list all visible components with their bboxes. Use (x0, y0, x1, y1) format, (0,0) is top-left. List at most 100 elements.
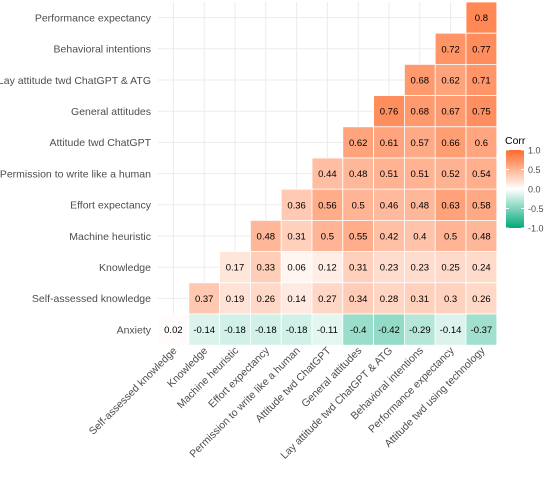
heatmap-cell (188, 313, 221, 346)
colorbar-tick-label: 1.0 (528, 145, 541, 155)
cell-value-label: 0.58 (472, 200, 491, 211)
y-axis-tick-label: Effort expectancy (70, 200, 152, 212)
heatmap-cell (311, 219, 344, 252)
heatmap-cell (403, 282, 436, 315)
colorbar-tick-label: -0.5 (528, 204, 544, 214)
colorbar-title: Corr (505, 135, 526, 147)
cell-value-label: 0.71 (472, 76, 491, 87)
cell-value-label: 0.42 (380, 232, 399, 243)
cell-value-label: 0.27 (318, 294, 337, 305)
cell-value-label: 0.23 (380, 263, 399, 274)
cell-value-label: 0.37 (195, 294, 214, 305)
cell-value-label: -0.37 (471, 325, 493, 336)
cell-value-label: 0.44 (318, 169, 337, 180)
heatmap-cell (434, 251, 467, 284)
cell-value-label: 0.5 (444, 232, 457, 243)
cell-value-label: 0.61 (380, 138, 399, 149)
cell-value-label: 0.68 (411, 76, 430, 87)
cell-value-label: 0.76 (380, 107, 399, 118)
heatmap-cell (434, 64, 467, 97)
cell-value-label: 0.68 (411, 107, 430, 118)
cell-value-label: 0.48 (349, 169, 368, 180)
cell-value-label: 0.77 (472, 44, 491, 55)
cell-value-label: 0.46 (380, 200, 399, 211)
heatmap-cell (373, 188, 405, 221)
x-axis-tick-label: Lay attitude twd ChatGPT & ATG (278, 345, 395, 462)
cell-value-label: 0.06 (287, 263, 306, 274)
x-axis-tick-label: Self-assessed knowledge (87, 345, 180, 438)
cell-value-label: 0.24 (472, 263, 491, 274)
heatmap-cell (373, 157, 405, 190)
y-axis-tick-label: General attitudes (71, 106, 151, 118)
heatmap-cell (280, 313, 313, 346)
heatmap-cell (403, 64, 436, 97)
cell-value-label: 0.19 (226, 294, 245, 305)
cell-value-label: 0.51 (380, 169, 399, 180)
cell-value-label: 0.26 (472, 294, 491, 305)
cell-value-label: 0.12 (318, 263, 337, 274)
heatmap-cell (465, 282, 498, 315)
cell-value-label: -0.18 (224, 325, 246, 336)
heatmap-cell (311, 313, 344, 346)
cell-value-label: -0.29 (409, 325, 431, 336)
heatmap-cell (249, 219, 282, 252)
cell-value-label: 0.26 (257, 294, 276, 305)
heatmap-cell (465, 64, 498, 97)
x-axis-labels: Self-assessed knowledgeKnowledgeMachine … (87, 344, 488, 461)
cell-value-label: 0.48 (411, 200, 430, 211)
cell-value-label: 0.8 (475, 13, 488, 24)
cell-value-label: -0.14 (193, 325, 215, 336)
heatmap-cell (434, 313, 467, 346)
heatmap-cell (403, 313, 436, 346)
heatmap-cell (342, 188, 374, 221)
cell-value-label: 0.62 (441, 76, 460, 87)
heatmap-cell (373, 282, 405, 315)
cell-value-label: 0.31 (287, 232, 306, 243)
y-axis-tick-label: Behavioral intentions (54, 44, 151, 56)
cell-value-label: 0.23 (411, 263, 430, 274)
cell-value-label: -0.4 (350, 325, 366, 336)
heatmap-cell (465, 95, 498, 128)
cell-value-label: 0.14 (287, 294, 306, 305)
cell-value-label: -0.18 (286, 325, 308, 336)
cell-value-label: -0.18 (255, 325, 277, 336)
y-axis-labels: Performance expectancy Behavioral intenti… (0, 12, 152, 336)
cell-value-label: -0.42 (378, 325, 400, 336)
y-axis-tick-label: Machine heuristic (69, 231, 151, 243)
y-axis-tick-label: Self-assessed knowledge (32, 293, 151, 305)
y-axis-tick-label: Anxiety (117, 324, 152, 336)
cell-value-label: 0.54 (472, 169, 491, 180)
cell-value-label: 0.6 (475, 138, 488, 149)
heatmap-cell (280, 219, 313, 252)
heatmap-cell (403, 251, 436, 284)
y-axis-tick-label: Knowledge (99, 262, 151, 274)
cell-value-label: 0.48 (472, 232, 491, 243)
cell-value-label: 0.57 (411, 138, 430, 149)
heatmap-cell (465, 313, 498, 346)
cell-value-label: 0.56 (318, 200, 337, 211)
colorbar-tick-label: 0.5 (528, 165, 541, 175)
cell-value-label: 0.75 (472, 107, 491, 118)
heatmap-cell (311, 282, 344, 315)
cell-value-label: 0.31 (349, 263, 368, 274)
y-axis-tick-label: Permission to write like a human (0, 168, 151, 180)
cell-value-label: 0.55 (349, 232, 368, 243)
colorbar-gradient (506, 150, 524, 228)
heatmap-cell (373, 126, 405, 159)
cell-value-label: -0.11 (317, 325, 338, 336)
heatmap-cell (157, 313, 190, 346)
heatmap-cell (434, 126, 467, 159)
cell-value-label: 0.31 (411, 294, 430, 305)
colorbar-tick-label: -1.0 (528, 223, 544, 233)
heatmap-cell (249, 282, 282, 315)
cell-value-label: 0.72 (441, 44, 460, 55)
cell-value-label: 0.28 (380, 294, 399, 305)
cell-value-label: 0.66 (441, 138, 460, 149)
heatmap-cell (403, 126, 436, 159)
cell-value-label: 0.34 (349, 294, 368, 305)
heatmap-cell (280, 188, 313, 221)
heatmap-cell (403, 95, 436, 128)
cell-value-label: -0.14 (440, 325, 462, 336)
heatmap-value-labels: 0.8 0.72 0.77 0.68 0.62 0.71 0.76 0.68 0.67 0.75 0… (164, 13, 492, 336)
